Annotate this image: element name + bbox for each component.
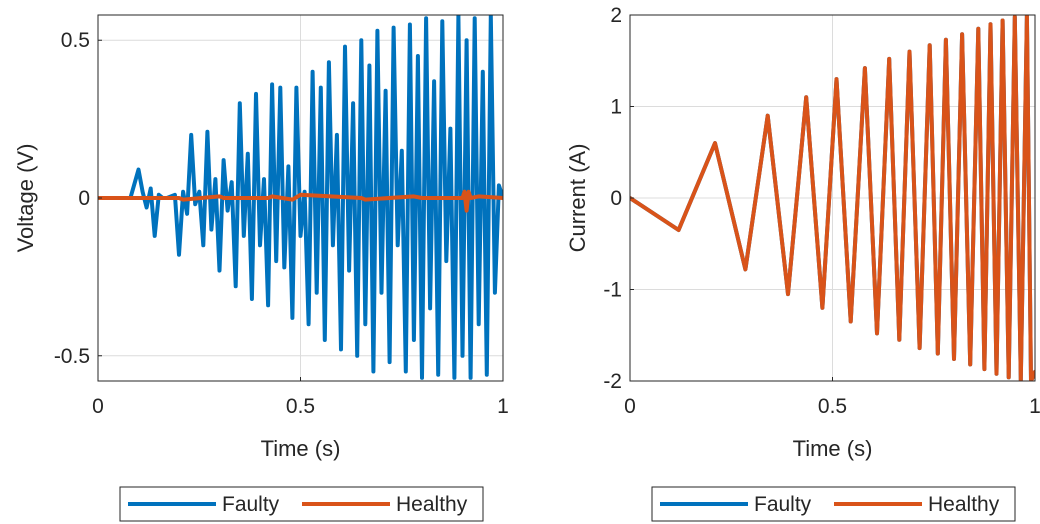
series-line-healthy <box>98 189 503 213</box>
y-tick-label: 0.5 <box>61 29 90 52</box>
y-tick-label: 1 <box>610 96 622 119</box>
x-tick-label: 0 <box>624 395 636 418</box>
y-axis-label: Current (A) <box>565 144 590 253</box>
legend: Faulty Healthy <box>651 486 1016 522</box>
legend-label-faulty: Faulty <box>222 493 280 516</box>
legend: Faulty Healthy <box>119 486 484 522</box>
x-tick-label: 0 <box>92 395 104 418</box>
x-axis-label: Time (s) <box>793 436 873 461</box>
y-tick-label: 2 <box>610 4 622 27</box>
y-axis-label: Voltage (V) <box>13 144 38 253</box>
y-tick-label: 0 <box>78 187 90 210</box>
x-tick-label: 0.5 <box>286 395 315 418</box>
x-axis-label: Time (s) <box>261 436 341 461</box>
chart-panel-2: 0 0.5 1 -2 -1 0 1 2 Time (s) Current (A) Faulty Hea… <box>565 4 1040 522</box>
y-tick-label: 0 <box>610 187 622 210</box>
chart-panel-1: 0 0.5 1 -0.5 0 0.5 Time (s) Voltage (V) Faulty He… <box>13 14 509 522</box>
series-group <box>630 15 1035 381</box>
y-tick-label: -1 <box>603 279 622 302</box>
y-tick-label: -2 <box>603 370 622 393</box>
x-tick-label: 1 <box>497 395 509 418</box>
legend-label-healthy: Healthy <box>928 493 1000 516</box>
series-line-faulty <box>98 15 503 380</box>
series-line-healthy <box>630 15 1035 381</box>
series-group <box>98 15 503 380</box>
y-tick-label: -0.5 <box>54 345 90 368</box>
legend-label-faulty: Faulty <box>754 493 812 516</box>
x-tick-label: 0.5 <box>818 395 847 418</box>
x-tick-label: 1 <box>1029 395 1040 418</box>
legend-label-healthy: Healthy <box>396 493 468 516</box>
